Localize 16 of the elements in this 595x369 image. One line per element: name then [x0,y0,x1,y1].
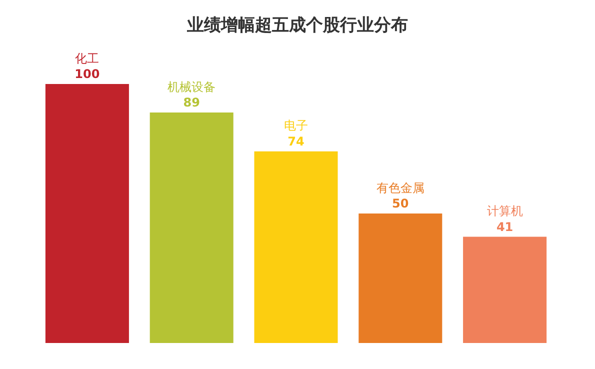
data-label: 100 [74,67,100,81]
x-tick-label: 计算机 [486,204,523,218]
bar [254,151,338,343]
data-label: 74 [288,134,304,148]
chart-title: 业绩增幅超五成个股行业分布 [186,15,408,36]
bar [45,84,129,343]
bar [150,112,234,343]
x-tick-label: 电子 [284,118,308,133]
bar [463,236,547,343]
data-label: 50 [392,196,409,210]
x-tick-label: 有色金属 [376,180,424,195]
data-label: 41 [496,220,514,234]
data-label: 89 [183,95,200,110]
bar [358,214,442,343]
x-tick-label: 化工 [75,51,100,66]
x-tick-label: 机械设备 [168,80,216,94]
